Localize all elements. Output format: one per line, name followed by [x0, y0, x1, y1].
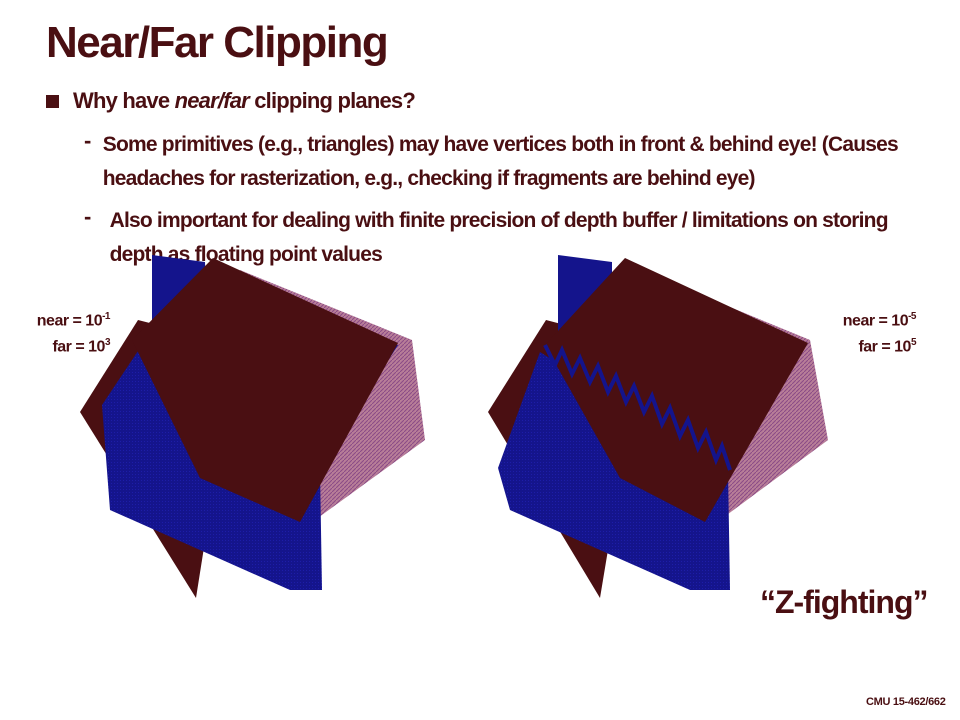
right-near-text: near = 10 — [842, 312, 909, 330]
course-footer: CMU 15-462/662 — [866, 696, 946, 708]
right-lower-blue-face — [498, 352, 730, 590]
slide-title: Near/Far Clipping — [46, 18, 389, 67]
left-far-line: far = 103 — [14, 332, 110, 358]
left-near-far-label: near = 10-1 far = 103 — [14, 306, 111, 359]
right-front-maroon-face — [545, 258, 808, 522]
bullet-square-icon — [46, 94, 59, 108]
left-cube-illustration — [80, 255, 425, 598]
sub-bullet-1-text: Some primitives (e.g., triangles) may ha… — [102, 133, 899, 190]
sub-bullet-1-dash: - — [84, 128, 92, 153]
right-far-line: far = 105 — [820, 332, 916, 358]
left-far-text: far = 10 — [52, 338, 105, 356]
z-fighting-caption: “Z-fighting” — [760, 584, 928, 620]
main-bullet: Why have near/far clipping planes? — [46, 88, 416, 114]
left-near-exponent: -1 — [102, 311, 110, 322]
left-near-line: near = 10-1 — [14, 306, 111, 332]
z-fighting-artifacts — [543, 344, 732, 471]
right-far-text: far = 10 — [858, 338, 911, 356]
main-bullet-emphasis: near/far — [174, 88, 250, 113]
left-near-text: near = 10 — [36, 312, 103, 330]
main-bullet-prefix: Why have — [73, 88, 175, 113]
main-bullet-text: Why have near/far clipping planes? — [73, 88, 416, 114]
right-far-exponent: 5 — [910, 337, 917, 349]
left-far-exponent: 3 — [104, 337, 111, 349]
right-near-line: near = 10-5 — [820, 306, 917, 332]
sub-bullet-2-dash: - — [84, 204, 92, 229]
left-front-maroon-face — [132, 258, 398, 522]
right-cube-illustration — [488, 255, 828, 598]
main-bullet-suffix: clipping planes? — [248, 88, 416, 113]
right-near-exponent: -5 — [908, 311, 916, 322]
sub-bullet-1: - Some primitives (e.g., triangles) may … — [84, 128, 904, 196]
right-near-far-label: near = 10-5 far = 105 — [820, 306, 917, 359]
